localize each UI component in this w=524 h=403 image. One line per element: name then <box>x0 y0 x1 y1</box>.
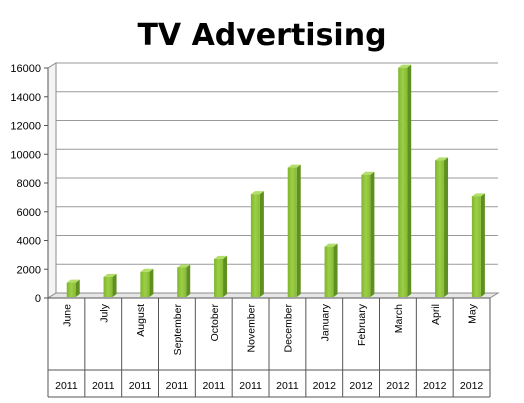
bar-side <box>186 264 191 297</box>
gridline <box>47 148 498 155</box>
y-tick-label: 6000 <box>17 207 41 219</box>
bar-front <box>177 267 187 297</box>
axes <box>44 62 500 398</box>
bar-front <box>471 196 481 297</box>
gridline <box>47 62 498 69</box>
bar-front <box>140 271 150 297</box>
bar-front <box>398 67 408 297</box>
y-tick-label: 2000 <box>17 264 41 276</box>
bar-side <box>223 255 228 297</box>
bar-side <box>149 268 154 297</box>
bar-top <box>324 243 338 247</box>
bar-side <box>407 64 412 297</box>
bar-front <box>361 174 371 297</box>
bar-side <box>112 273 117 297</box>
bar-front <box>214 258 224 297</box>
gridline <box>47 235 498 241</box>
axis-labels: 0 2000 4000 6000 8000 10000 12000 14000 16000 Jun… <box>10 63 483 392</box>
y-tick-label: 8000 <box>17 178 41 190</box>
x-year-label: 2012 <box>460 380 484 392</box>
x-year-label: 2011 <box>55 380 78 392</box>
y-tick-label: 0 <box>35 293 41 305</box>
bar <box>140 268 154 297</box>
x-year-label: 2011 <box>166 380 189 392</box>
gridline <box>47 91 498 98</box>
bar-side <box>296 164 301 297</box>
bar <box>324 243 338 297</box>
x-category-label: September <box>172 304 184 356</box>
bar-side <box>259 191 264 297</box>
bar-front <box>250 194 260 297</box>
bar-top <box>66 279 80 283</box>
bar-front <box>435 160 445 297</box>
gridline <box>47 120 498 126</box>
bar-top <box>214 255 228 259</box>
bar-top <box>471 193 485 197</box>
bar <box>250 191 264 297</box>
bar-top <box>103 273 117 277</box>
x-year-label: 2011 <box>276 380 299 392</box>
gridline <box>47 206 498 213</box>
x-year-label: 2012 <box>386 380 410 392</box>
bar-top <box>177 264 191 268</box>
x-year-label: 2011 <box>92 380 115 392</box>
x-year-label: 2011 <box>239 380 262 392</box>
x-category-label: March <box>393 304 405 333</box>
x-category-label: August <box>135 304 147 337</box>
bar-side <box>480 193 485 297</box>
bar <box>177 264 191 297</box>
x-category-label: January <box>319 303 331 341</box>
bar-front <box>66 282 76 297</box>
x-year-label: 2012 <box>313 380 337 392</box>
bar-side <box>333 243 338 297</box>
x-year-label: 2011 <box>202 380 225 392</box>
bar-front <box>103 276 113 297</box>
y-tick-label: 14000 <box>10 92 41 104</box>
bar <box>435 157 449 297</box>
x-category-label: October <box>209 304 221 342</box>
bar-top <box>250 191 264 195</box>
bar <box>471 193 485 297</box>
y-tick-label: 4000 <box>17 236 41 248</box>
y-tick-label: 12000 <box>10 121 41 133</box>
x-year-label: 2012 <box>349 380 373 392</box>
bar <box>214 255 228 297</box>
y-tick-label: 10000 <box>10 149 41 161</box>
chart-title: TV Advertising <box>137 18 387 53</box>
bar <box>361 171 375 297</box>
bar-top <box>398 64 412 68</box>
bar-front <box>324 246 334 297</box>
x-category-label: July <box>98 303 110 322</box>
x-year-label: 2011 <box>129 380 152 392</box>
bar <box>66 279 80 297</box>
gridline <box>47 263 498 270</box>
x-category-label: February <box>356 303 368 346</box>
gridlines <box>47 62 498 299</box>
bar-top <box>361 171 375 175</box>
bar <box>398 64 412 297</box>
x-category-label: November <box>246 303 258 352</box>
y-tick-label: 16000 <box>10 63 41 75</box>
bar-side <box>75 279 80 297</box>
bar-top <box>140 268 154 272</box>
side-wall <box>47 62 57 299</box>
bar-side <box>370 171 375 297</box>
bar <box>287 164 301 297</box>
bar-top <box>287 164 301 168</box>
bar-front <box>287 167 297 297</box>
x-category-label: May <box>467 303 479 324</box>
x-year-label: 2012 <box>423 380 447 392</box>
bars <box>66 64 485 297</box>
x-category-label: April <box>430 304 442 325</box>
bar-side <box>444 157 449 297</box>
x-category-label: June <box>61 304 73 327</box>
bar <box>103 273 117 297</box>
bar-top <box>435 157 449 161</box>
gridline <box>47 177 498 184</box>
x-category-label: December <box>282 303 294 352</box>
